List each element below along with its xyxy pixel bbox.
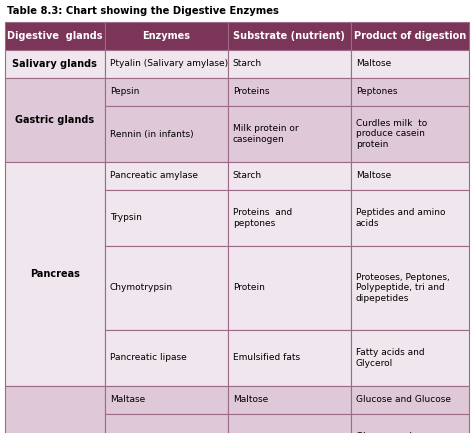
Bar: [228, 22, 351, 50]
Bar: [228, 190, 351, 246]
Bar: [105, 190, 228, 246]
Text: Table 8.3: Chart showing the Digestive Enzymes: Table 8.3: Chart showing the Digestive E…: [7, 6, 279, 16]
Text: Starch: Starch: [233, 171, 262, 181]
Text: Digestive  glands: Digestive glands: [7, 31, 103, 41]
Bar: [228, 78, 351, 106]
Text: Pepsin: Pepsin: [110, 87, 139, 97]
Text: Pancreas: Pancreas: [30, 269, 80, 279]
Text: Chymotrypsin: Chymotrypsin: [110, 284, 173, 293]
Bar: [228, 386, 351, 414]
Text: Maltose: Maltose: [356, 171, 391, 181]
Text: Trypsin: Trypsin: [110, 213, 142, 223]
Text: Glucose and Glucose: Glucose and Glucose: [356, 395, 451, 404]
Bar: [5, 386, 105, 433]
Text: Protein: Protein: [233, 284, 264, 293]
Text: Salivary glands: Salivary glands: [12, 59, 97, 69]
Bar: [228, 330, 351, 386]
Text: Ptyalin (Salivary amylase): Ptyalin (Salivary amylase): [110, 59, 228, 68]
Text: Peptides and amino
acids: Peptides and amino acids: [356, 208, 445, 228]
Text: Starch: Starch: [233, 59, 262, 68]
Bar: [351, 50, 469, 78]
Bar: [351, 246, 469, 330]
Bar: [105, 414, 228, 433]
Text: Substrate (nutrient): Substrate (nutrient): [233, 31, 345, 41]
Bar: [5, 162, 105, 386]
Text: Maltose: Maltose: [356, 59, 391, 68]
Bar: [5, 22, 105, 50]
Bar: [105, 162, 228, 190]
Bar: [351, 190, 469, 246]
Text: Maltase: Maltase: [110, 395, 145, 404]
Bar: [105, 246, 228, 330]
Text: Proteins: Proteins: [233, 87, 269, 97]
Bar: [105, 78, 228, 106]
Bar: [228, 246, 351, 330]
Text: Product of digestion: Product of digestion: [354, 31, 466, 41]
Bar: [105, 22, 228, 50]
Bar: [351, 386, 469, 414]
Text: Curdles milk  to
produce casein
protein: Curdles milk to produce casein protein: [356, 119, 427, 149]
Text: Glucose and
Galactose: Glucose and Galactose: [356, 432, 412, 433]
Bar: [228, 106, 351, 162]
Bar: [228, 50, 351, 78]
Bar: [228, 162, 351, 190]
Bar: [351, 162, 469, 190]
Text: Proteins  and
peptones: Proteins and peptones: [233, 208, 292, 228]
Bar: [351, 414, 469, 433]
Text: Fatty acids and
Glycerol: Fatty acids and Glycerol: [356, 348, 424, 368]
Bar: [351, 22, 469, 50]
Text: Maltose: Maltose: [233, 395, 268, 404]
Text: Emulsified fats: Emulsified fats: [233, 353, 300, 362]
Bar: [105, 330, 228, 386]
Text: Rennin (in infants): Rennin (in infants): [110, 129, 193, 139]
Bar: [351, 106, 469, 162]
Bar: [351, 330, 469, 386]
Bar: [105, 386, 228, 414]
Text: Pancreatic amylase: Pancreatic amylase: [110, 171, 198, 181]
Bar: [351, 78, 469, 106]
Bar: [105, 50, 228, 78]
Bar: [228, 414, 351, 433]
Text: Enzymes: Enzymes: [142, 31, 190, 41]
Bar: [5, 50, 105, 78]
Bar: [5, 78, 105, 162]
Text: Pancreatic lipase: Pancreatic lipase: [110, 353, 186, 362]
Text: Peptones: Peptones: [356, 87, 397, 97]
Text: Gastric glands: Gastric glands: [15, 115, 94, 125]
Text: Milk protein or
caseinogen: Milk protein or caseinogen: [233, 124, 298, 144]
Text: Proteoses, Peptones,
Polypeptide, tri and
dipepetides: Proteoses, Peptones, Polypeptide, tri an…: [356, 273, 449, 303]
Bar: [105, 106, 228, 162]
